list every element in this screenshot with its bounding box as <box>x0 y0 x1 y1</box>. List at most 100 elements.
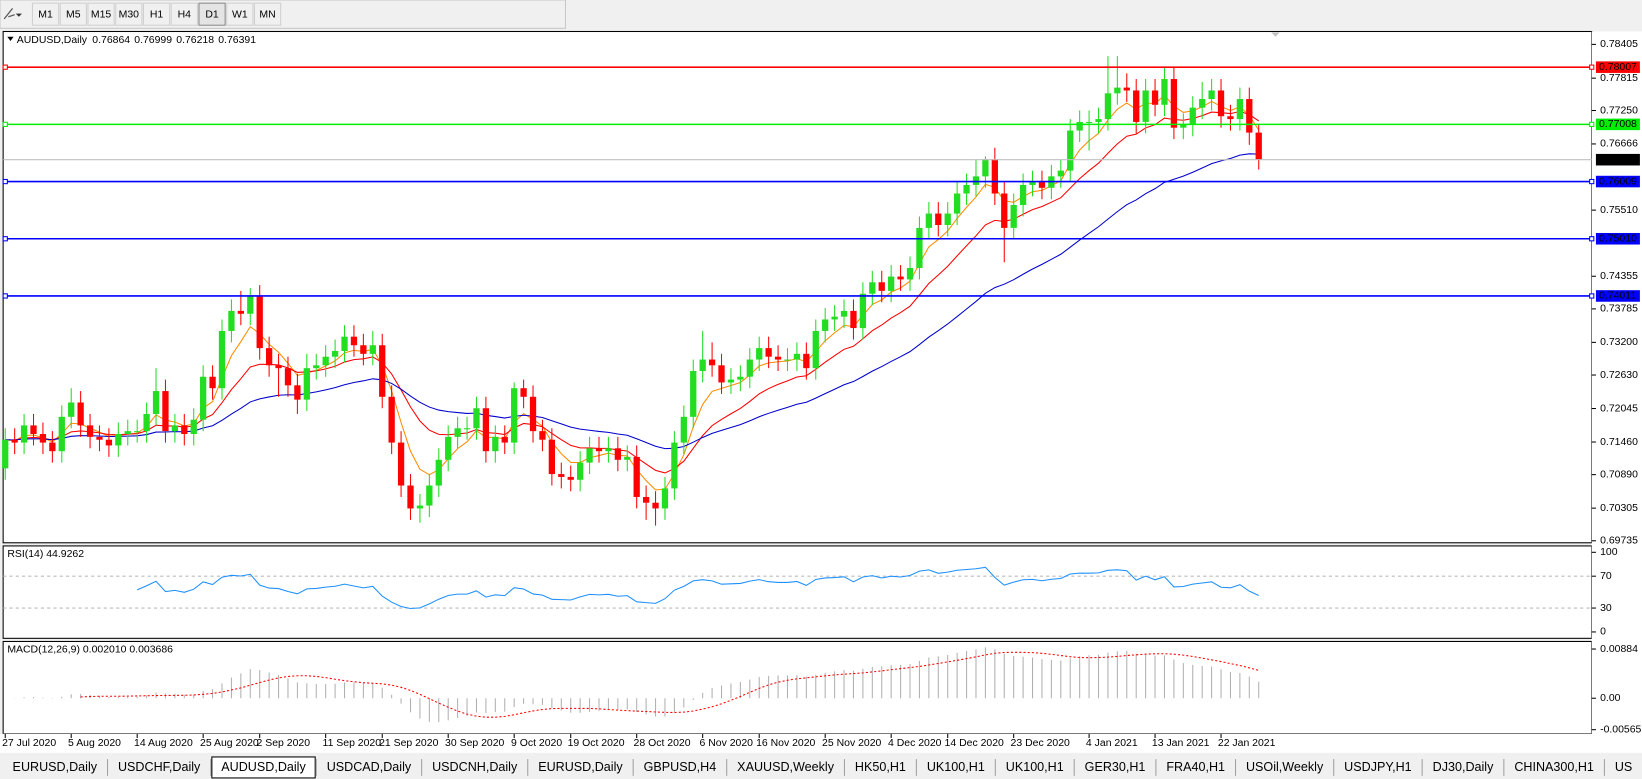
candle-body <box>1199 99 1206 108</box>
tab-label: USOil,Weekly <box>1246 760 1324 774</box>
timeframe-button[interactable]: M30 <box>115 2 143 26</box>
candle-body <box>718 365 725 383</box>
candle-body <box>49 442 56 452</box>
level-label-box <box>1595 290 1640 302</box>
candle-body <box>972 176 980 185</box>
x-tick-label: 22 Jan 2021 <box>1218 738 1276 749</box>
level-label-box <box>1595 232 1640 245</box>
candle-body <box>652 502 659 509</box>
candle-body <box>492 436 499 452</box>
symbol-tab[interactable]: USDCHF,Daily <box>108 756 212 778</box>
candle-body <box>190 419 197 434</box>
symbol-tab[interactable]: USOil,Weekly <box>1236 756 1335 778</box>
candle-body <box>379 345 386 397</box>
symbol-tab[interactable]: GER30,H1 <box>1075 756 1157 778</box>
last-low: 0.76218 <box>176 35 214 46</box>
y-tick-label: 0.70890 <box>1600 469 1638 480</box>
candle-body <box>322 356 329 366</box>
timeframe-button[interactable]: M1 <box>31 2 60 26</box>
symbol-tab[interactable]: FRA40,H1 <box>1156 756 1237 778</box>
level-label: 0.76009 <box>1599 176 1637 187</box>
x-tick-label: 16 Nov 2020 <box>756 738 815 749</box>
symbol-tab[interactable]: UK100,H1 <box>996 756 1075 778</box>
timeframe-button[interactable]: H4 <box>170 2 198 26</box>
symbol-tab[interactable]: US <box>1605 756 1642 778</box>
shift-marker[interactable] <box>1271 32 1280 37</box>
symbol-tab[interactable]: EURUSD,Daily <box>3 756 109 778</box>
x-tick-label: 28 Oct 2020 <box>634 738 691 749</box>
symbol-tab[interactable]: HK50,H1 <box>845 756 917 778</box>
y-tick-label: 0.76666 <box>1600 139 1638 150</box>
level-handle <box>2 121 8 127</box>
level-label-box <box>1595 118 1640 131</box>
y-tick-label: 30 <box>1600 603 1612 614</box>
symbol-tab[interactable]: DJ30,Daily <box>1423 756 1505 778</box>
symbol-tab[interactable]: USDCNH,Daily <box>422 756 529 778</box>
y-tick-label: 0.73200 <box>1600 337 1638 348</box>
tab-label: UK100,H1 <box>927 760 985 774</box>
level-label: 0.74011 <box>1599 291 1636 302</box>
candle-body <box>614 448 621 460</box>
candle-body <box>953 193 961 214</box>
candle-body <box>360 345 367 354</box>
y-tick-label: 0.70305 <box>1600 503 1638 514</box>
symbol-tab[interactable]: AUDUSD,Daily <box>211 756 317 779</box>
draw-tool-icon[interactable] <box>3 8 15 20</box>
candle-body <box>58 416 65 452</box>
x-tick-label: 9 Oct 2020 <box>511 738 562 749</box>
price-axis <box>1591 31 1642 734</box>
candle-body <box>690 371 697 417</box>
candle-body <box>699 359 706 372</box>
candle-body <box>1133 90 1140 122</box>
button-face <box>170 2 198 26</box>
rsi-line <box>136 566 1259 610</box>
symbol-tab[interactable]: USDCAD,Daily <box>317 756 423 778</box>
symbol: AUDUSD,Daily <box>17 35 88 46</box>
candle-body <box>294 385 301 400</box>
symbol-tab[interactable]: UK100,H1 <box>917 756 996 778</box>
button-face <box>253 2 282 26</box>
tab-label: USDCNH,Daily <box>432 760 518 774</box>
symbol-tab[interactable]: CHINA300,H1 <box>1504 756 1605 778</box>
candle-body <box>548 439 556 475</box>
timeframe-button[interactable]: W1 <box>226 2 254 26</box>
candle-body <box>935 213 942 226</box>
symbol-tab[interactable]: USDJPY,H1 <box>1334 756 1423 778</box>
candle-body <box>1085 121 1093 124</box>
timeframe-button[interactable]: H1 <box>142 2 171 26</box>
timeframe-button[interactable]: MN <box>253 2 282 26</box>
candle-body <box>1246 99 1253 133</box>
candle-body <box>416 505 424 509</box>
candle-body <box>105 439 113 446</box>
tab-label: AUDUSD,Daily <box>221 760 306 774</box>
button-label: W1 <box>232 9 248 20</box>
y-tick-label: 100 <box>1600 547 1618 558</box>
tab-face <box>634 756 726 778</box>
tab-label: USDCHF,Daily <box>118 760 201 774</box>
candle-body <box>963 184 970 194</box>
tab-face <box>108 756 210 778</box>
timeframe-button[interactable]: M15 <box>87 2 115 26</box>
dropdown-arrow[interactable] <box>15 13 22 17</box>
x-tick-label: 27 Jul 2020 <box>2 738 56 749</box>
tab-face <box>1075 756 1155 778</box>
candle-body <box>152 391 160 414</box>
candle-body <box>1104 93 1112 120</box>
button-label: M30 <box>119 9 140 20</box>
tab-label: GER30,H1 <box>1085 760 1146 774</box>
symbol-tab[interactable]: XAUUSD,Weekly <box>727 756 845 778</box>
candle-body <box>1114 87 1121 94</box>
macd-signal-line <box>80 651 1259 718</box>
candle-body <box>756 348 763 360</box>
symbol-tab[interactable]: EURUSD,Daily <box>528 756 634 778</box>
timeframe-button[interactable]: D1 <box>198 2 226 26</box>
symbol-tab[interactable]: GBPUSD,H4 <box>634 756 728 778</box>
timeframe-button[interactable]: M5 <box>59 2 87 26</box>
candle-body <box>1038 182 1046 188</box>
candle-body <box>275 365 282 369</box>
tab-face <box>317 756 421 778</box>
chart-header: AUDUSD,Daily 0.76864 0.76999 0.76218 0.76391 <box>17 35 256 46</box>
candle-body <box>68 402 75 417</box>
button-label: M1 <box>38 9 53 20</box>
